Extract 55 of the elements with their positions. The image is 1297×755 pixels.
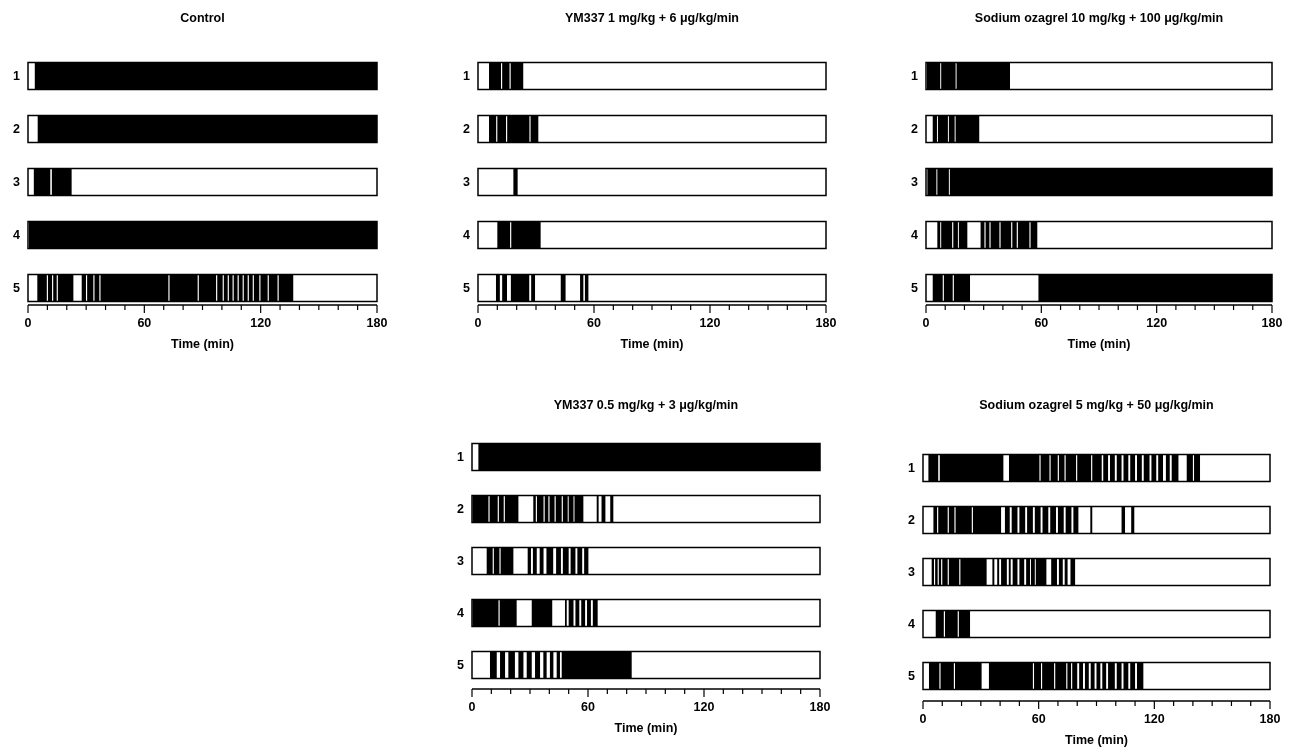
y-tick-label: 3 <box>908 565 916 580</box>
x-tick-label: 0 <box>922 316 930 330</box>
x-tick-label: 60 <box>1031 712 1046 726</box>
y-tick-label: 2 <box>457 502 465 517</box>
y-tick-label: 4 <box>908 617 916 632</box>
x-tick-label: 120 <box>693 700 715 714</box>
y-tick-label: 1 <box>13 69 21 84</box>
y-tick-label: 5 <box>911 281 919 296</box>
x-tick-label: 180 <box>366 316 388 330</box>
chart-title: Control <box>180 11 225 25</box>
x-tick-label: 0 <box>474 316 482 330</box>
x-tick-label: 120 <box>1143 712 1165 726</box>
y-tick-label: 2 <box>908 513 916 528</box>
x-axis-title: Time (min) <box>171 337 234 351</box>
y-tick-label: 2 <box>13 122 21 137</box>
x-tick-label: 180 <box>809 700 831 714</box>
y-tick-label: 5 <box>457 658 465 673</box>
y-tick-label: 1 <box>911 69 919 84</box>
x-tick-label: 180 <box>815 316 837 330</box>
chart-title: Sodium ozagrel 10 mg/kg + 100 μg/kg/min <box>974 11 1224 25</box>
y-tick-label: 4 <box>463 228 471 243</box>
chart-title: YM337 1 mg/kg + 6 μg/kg/min <box>564 11 740 25</box>
y-tick-label: 3 <box>457 554 465 569</box>
y-tick-label: 3 <box>911 175 919 190</box>
y-tick-label: 1 <box>457 450 465 465</box>
x-tick-label: 0 <box>919 712 927 726</box>
x-tick-label: 120 <box>250 316 272 330</box>
x-tick-label: 120 <box>699 316 721 330</box>
y-tick-label: 1 <box>463 69 471 84</box>
y-tick-label: 4 <box>13 228 21 243</box>
chart-title: YM337 0.5 mg/kg + 3 μg/kg/min <box>553 398 739 412</box>
x-tick-label: 60 <box>137 316 152 330</box>
x-tick-label: 180 <box>1261 316 1283 330</box>
y-tick-label: 2 <box>911 122 919 137</box>
x-tick-label: 60 <box>587 316 601 330</box>
y-tick-label: 2 <box>463 122 471 137</box>
y-tick-label: 4 <box>457 606 465 621</box>
x-axis-title: Time (min) <box>614 721 678 735</box>
chart-title: Sodium ozagrel 5 mg/kg + 50 μg/kg/min <box>979 398 1214 412</box>
x-tick-label: 180 <box>1259 712 1281 726</box>
y-tick-label: 5 <box>908 669 916 684</box>
x-axis-title: Time (min) <box>1065 733 1128 747</box>
y-tick-label: 5 <box>13 281 21 296</box>
x-tick-label: 60 <box>1034 316 1049 330</box>
x-tick-label: 60 <box>581 700 595 714</box>
y-tick-label: 5 <box>463 281 471 296</box>
x-tick-label: 0 <box>468 700 476 714</box>
x-axis-title: Time (min) <box>620 337 684 351</box>
y-tick-label: 3 <box>13 175 21 190</box>
x-axis-title: Time (min) <box>1067 337 1131 351</box>
y-tick-label: 3 <box>463 175 471 190</box>
x-tick-label: 0 <box>24 316 32 330</box>
y-tick-label: 4 <box>911 228 919 243</box>
y-tick-label: 1 <box>908 461 916 476</box>
x-tick-label: 120 <box>1146 316 1168 330</box>
